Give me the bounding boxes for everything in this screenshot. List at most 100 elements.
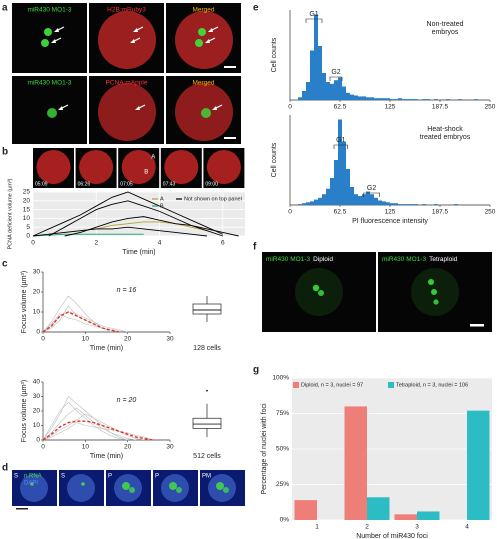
- y-tick-label: 75%: [276, 410, 289, 417]
- y-tick-label: 10: [33, 309, 41, 316]
- histogram-bar: [374, 197, 378, 205]
- histogram-bar: [378, 200, 382, 205]
- time-label: 05:09: [35, 181, 48, 187]
- histogram-bar: [366, 191, 370, 205]
- histogram-bar: [350, 187, 354, 205]
- y-tick-label: 0: [26, 233, 30, 240]
- histogram-bar: [322, 194, 326, 205]
- image-background: [12, 470, 57, 506]
- histogram-bar: [354, 194, 358, 205]
- line: [42, 401, 128, 441]
- x-tick-label: 20: [124, 336, 132, 343]
- histogram-bar: [302, 203, 306, 205]
- x-tick-label: 250: [485, 104, 496, 111]
- image-blob: [176, 487, 182, 493]
- histogram-bar: [434, 204, 438, 205]
- histogram-bar: [306, 202, 310, 205]
- line: [42, 396, 128, 441]
- histogram-bar: [298, 97, 302, 100]
- image-background: [59, 470, 104, 506]
- histogram-bar: [362, 194, 366, 205]
- scale-bar: [224, 66, 236, 68]
- histogram-bar: [394, 99, 398, 100]
- histogram-bar: [410, 99, 414, 100]
- histogram-bar: [378, 98, 382, 100]
- x-tick-label: 1: [315, 524, 319, 531]
- image-blob: [195, 39, 203, 47]
- legend-label: A: [160, 196, 164, 202]
- image-label: miR430 MO1-3: [27, 7, 71, 14]
- image-blob: [122, 482, 130, 490]
- image-blob: [312, 284, 320, 292]
- x-tick-label: 62.5: [334, 104, 347, 111]
- stage-label: S: [61, 474, 65, 480]
- histogram-bar: [342, 86, 346, 100]
- x-tick-label: 0: [31, 240, 35, 247]
- image-blob: [36, 150, 71, 184]
- legend-label: Not shown on top panel: [184, 196, 242, 202]
- histogram-bar: [402, 204, 406, 205]
- bar: [344, 406, 367, 520]
- y-tick-label: 10: [33, 422, 41, 429]
- track-label: A: [151, 155, 155, 161]
- histogram-bar: [402, 99, 406, 100]
- bar: [467, 410, 490, 520]
- histogram-bar: [390, 203, 394, 205]
- image-blob: [129, 487, 135, 493]
- image-label-part: miR430 MO1-3: [266, 256, 310, 263]
- histogram-bar: [386, 202, 390, 205]
- histogram-bar: [314, 14, 318, 100]
- histogram-bar: [306, 82, 310, 100]
- histogram-bar: [454, 204, 458, 205]
- x-tick-label: 0: [288, 104, 292, 111]
- histogram-bar: [350, 94, 354, 100]
- bracket: [363, 192, 380, 197]
- image-label: H2B:mRuby3: [107, 7, 146, 14]
- line: [42, 420, 154, 441]
- histogram-bar: [374, 98, 378, 100]
- panel-label: a: [2, 3, 8, 14]
- arrow-head: [58, 106, 63, 110]
- stage-label: P: [108, 474, 112, 480]
- image-label: miR430 MO1-3 Tetraploid: [382, 256, 458, 263]
- x-tick-label: 0: [288, 209, 292, 216]
- arrow-head: [212, 106, 217, 110]
- x-tick-label: 125: [385, 209, 396, 216]
- time-label: 09:00: [205, 181, 218, 187]
- image-blob: [428, 279, 434, 285]
- x-tick-label: 62.5: [334, 209, 347, 216]
- panel-label: b: [2, 147, 8, 158]
- histogram-bar: [330, 83, 334, 100]
- channel-label: n.RNA: [24, 474, 42, 480]
- image-label: miR430 MO1-3: [27, 80, 71, 87]
- arrow-head: [51, 39, 56, 43]
- line: [64, 216, 239, 237]
- x-tick-label: 187.5: [432, 209, 449, 216]
- y-tick-label: 30: [33, 393, 41, 400]
- time-label: 07:05: [120, 181, 133, 187]
- image-blob: [44, 28, 52, 36]
- bracket: [333, 144, 348, 149]
- x-tick-label: 2: [94, 240, 98, 247]
- image-blob: [198, 28, 206, 36]
- line: [42, 311, 128, 333]
- bar: [367, 497, 390, 520]
- x-tick-label: 30: [166, 336, 174, 343]
- histogram-bar: [358, 96, 362, 100]
- arrow-head: [54, 28, 59, 32]
- histogram-bar: [310, 201, 314, 205]
- box: [192, 417, 222, 429]
- histogram-bar: [406, 204, 410, 205]
- x-tick-label: 6: [221, 240, 225, 247]
- image-label-part: miR430 MO1-3: [382, 256, 426, 263]
- image-blob: [41, 39, 49, 47]
- bar: [294, 500, 317, 520]
- image-label: miR430 MO1-3 Diploid: [266, 256, 333, 263]
- bar: [417, 511, 440, 520]
- y-tick-label: 10: [23, 215, 31, 222]
- y-tick-label: 40: [33, 379, 41, 386]
- arrow-head: [130, 39, 135, 43]
- y-axis-label: Cell counts: [271, 142, 278, 177]
- legend-label: Tetraploid, n = 3, nuclei = 106: [396, 382, 468, 388]
